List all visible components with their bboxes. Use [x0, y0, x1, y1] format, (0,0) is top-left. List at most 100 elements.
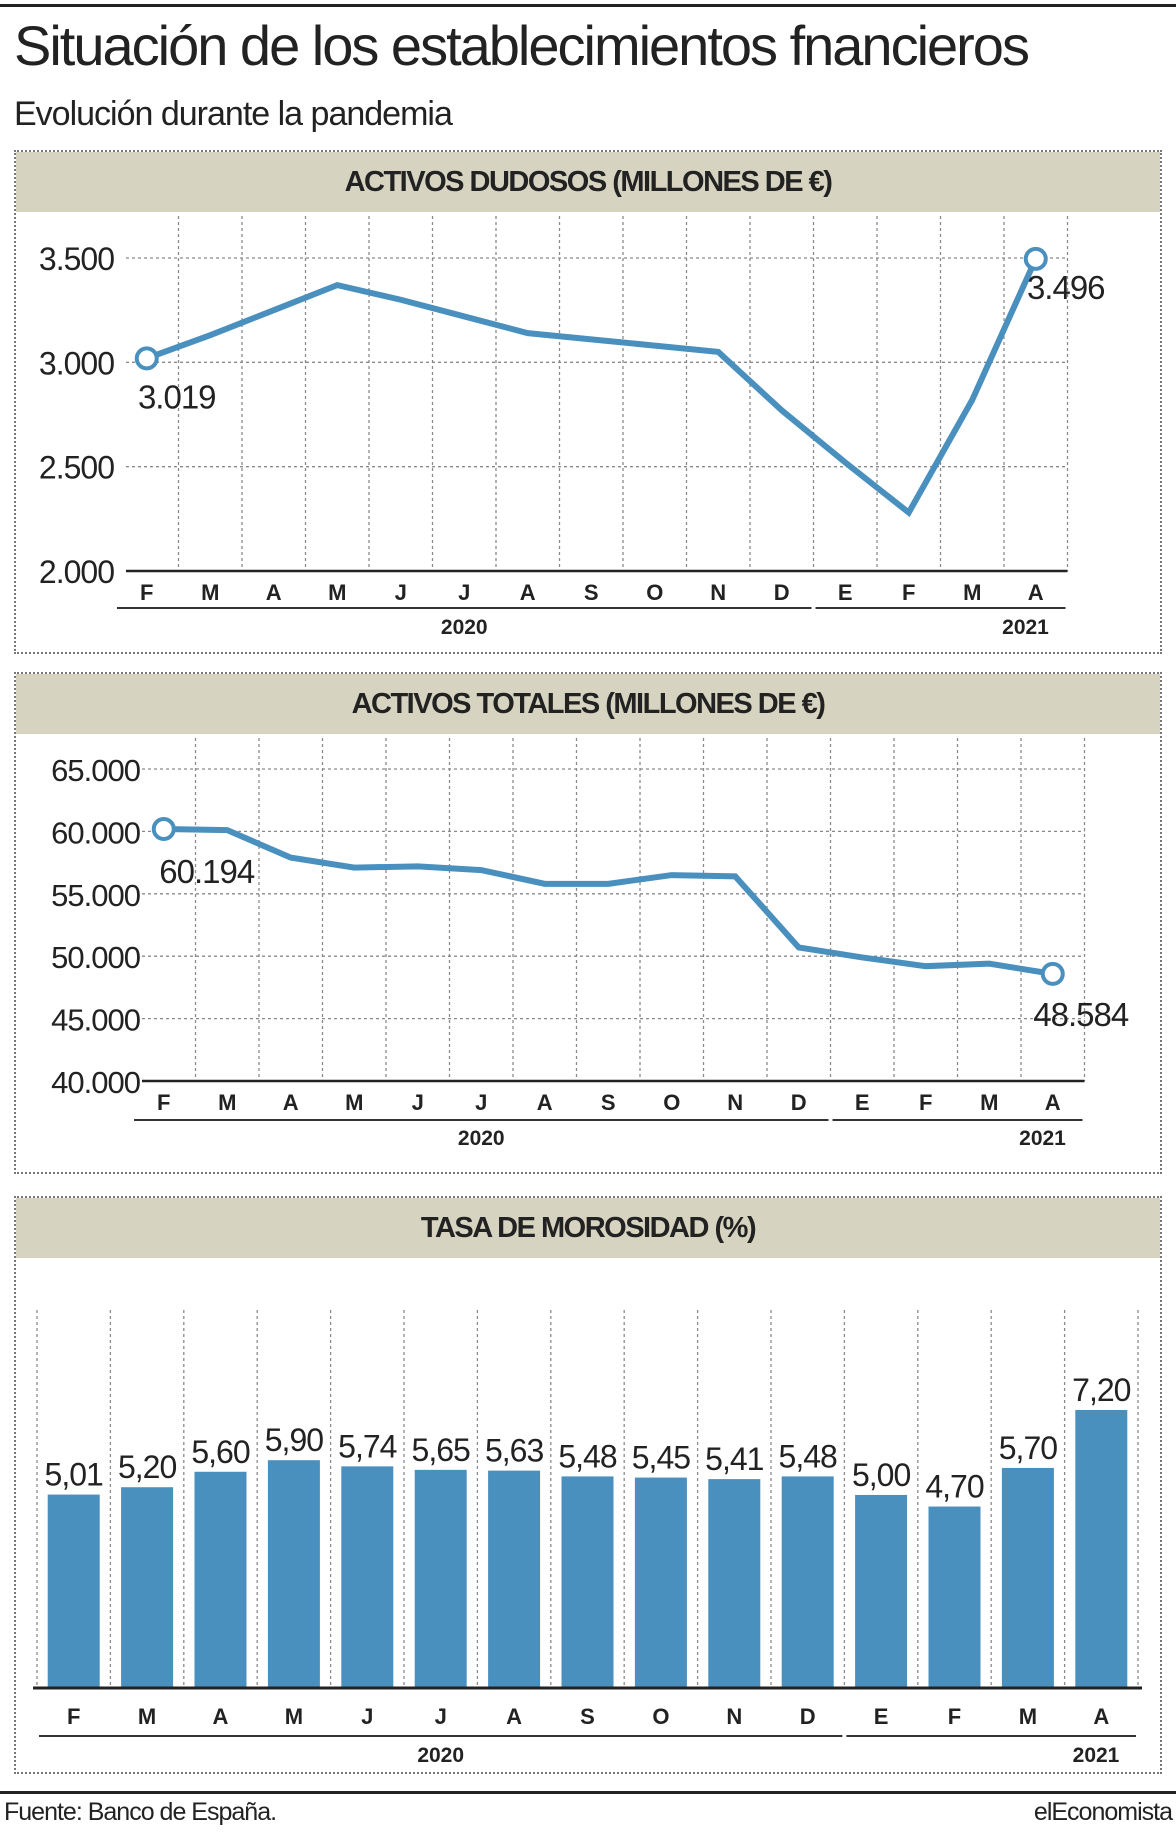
y-tick-label: 45.000 — [51, 1003, 141, 1038]
year-label: 2020 — [441, 616, 488, 639]
chart-panel-tasa-morosidad: TASA DE MOROSIDAD (%) 5,01 5,20 5,60 5,90 5,… — [14, 1196, 1162, 1774]
endpoint-marker — [151, 816, 176, 841]
x-tick-label: A — [1045, 1090, 1061, 1115]
x-tick-label: S — [584, 580, 599, 605]
bar — [194, 1471, 247, 1688]
x-tick-label: M — [138, 1704, 156, 1729]
x-tick-label: M — [345, 1090, 363, 1115]
x-tick-label: E — [855, 1090, 870, 1115]
endpoint-marker — [1040, 961, 1065, 986]
x-tick-label: F — [67, 1704, 80, 1729]
data-label: 3.019 — [138, 378, 216, 415]
bar-chart-tasa-morosidad: 5,01 5,20 5,60 5,90 5,74 5,65 5,63 5,48 5,45 5,41… — [33, 1310, 1142, 1767]
x-tick-label: A — [1093, 1704, 1109, 1729]
bar — [121, 1487, 174, 1688]
data-label: 7,20 — [1072, 1372, 1130, 1408]
chart-panel-activos-totales: ACTIVOS TOTALES (MILLONES DE €) 65.000 60… — [14, 672, 1162, 1174]
x-tick-label: J — [395, 580, 407, 605]
data-label: 5,65 — [412, 1432, 470, 1468]
x-tick-label: F — [919, 1090, 932, 1115]
line-chart-activos-totales: 65.000 60.000 55.000 50.000 45.000 40.000 60.1… — [51, 738, 1130, 1150]
data-label: 5,00 — [852, 1457, 910, 1493]
y-tick-label: 50.000 — [51, 940, 141, 975]
endpoint-marker — [1023, 246, 1048, 271]
x-tick-label: E — [838, 580, 853, 605]
bar — [1075, 1410, 1128, 1688]
brand-logo-text: elEconomista — [1033, 1798, 1173, 1826]
x-tick-label: O — [663, 1090, 680, 1115]
x-tick-label: J — [458, 580, 470, 605]
x-tick-label: A — [266, 580, 282, 605]
x-tick-label: N — [727, 1090, 743, 1115]
year-label: 2021 — [1073, 1744, 1120, 1767]
bar — [561, 1476, 614, 1688]
x-tick-label: O — [646, 580, 663, 605]
year-label: 2020 — [417, 1744, 464, 1767]
data-label: 5,01 — [45, 1457, 103, 1493]
year-label: 2021 — [1019, 1127, 1066, 1150]
x-tick-label: A — [520, 580, 536, 605]
data-label: 4,70 — [925, 1469, 983, 1505]
bar — [928, 1506, 981, 1688]
x-tick-label: O — [652, 1704, 669, 1729]
x-tick-label: E — [874, 1704, 889, 1729]
x-tick-label: M — [285, 1704, 303, 1729]
data-label: 5,48 — [558, 1438, 616, 1474]
x-tick-label: M — [218, 1090, 236, 1115]
data-label: 5,90 — [265, 1422, 323, 1458]
data-label: 5,45 — [632, 1440, 690, 1476]
x-tick-label: S — [601, 1090, 616, 1115]
bar — [341, 1466, 394, 1688]
bar — [634, 1477, 687, 1688]
x-tick-label: S — [580, 1704, 595, 1729]
line-chart-activos-dudosos: 3.500 3.000 2.500 2.000 3.019 3.496 F M A M J J A S O N… — [39, 216, 1106, 639]
bar — [488, 1470, 541, 1688]
footer-rule — [0, 1791, 1176, 1794]
year-label: 2021 — [1002, 616, 1049, 639]
y-tick-label: 65.000 — [51, 753, 141, 788]
y-tick-label: 2.000 — [39, 554, 114, 590]
data-label: 5,70 — [999, 1430, 1057, 1466]
y-tick-label: 2.500 — [39, 450, 114, 486]
x-tick-label: F — [902, 580, 915, 605]
chart-title: TASA DE MOROSIDAD (%) — [16, 1198, 1160, 1258]
x-tick-label: A — [213, 1704, 229, 1729]
bar — [267, 1460, 320, 1688]
data-label: 5,48 — [779, 1438, 837, 1474]
y-tick-label: 40.000 — [51, 1065, 141, 1100]
series-line — [145, 257, 1039, 518]
bar — [855, 1494, 908, 1688]
endpoint-marker — [134, 346, 159, 371]
data-label: 48.584 — [1033, 996, 1129, 1033]
y-tick-label: 55.000 — [51, 878, 141, 913]
data-label: 5,74 — [338, 1428, 396, 1464]
x-tick-label: A — [1028, 580, 1044, 605]
y-tick-label: 3.000 — [39, 345, 114, 381]
chart-title: ACTIVOS TOTALES (MILLONES DE €) — [16, 674, 1160, 734]
x-tick-label: M — [328, 580, 346, 605]
x-tick-label: F — [157, 1090, 170, 1115]
x-tick-label: A — [283, 1090, 299, 1115]
data-label: 60.194 — [159, 853, 255, 890]
x-tick-label: F — [948, 1704, 961, 1729]
x-tick-label: D — [800, 1704, 816, 1729]
x-tick-label: A — [506, 1704, 522, 1729]
x-tick-label: J — [361, 1704, 373, 1729]
x-tick-label: M — [201, 580, 219, 605]
data-label: 5,20 — [118, 1449, 176, 1485]
bar — [781, 1476, 834, 1688]
x-tick-label: M — [980, 1090, 998, 1115]
x-tick-label: N — [726, 1704, 742, 1729]
x-tick-label: F — [140, 580, 153, 605]
y-tick-label: 60.000 — [51, 815, 141, 850]
data-label: 5,63 — [485, 1433, 543, 1469]
x-tick-label: D — [791, 1090, 807, 1115]
x-tick-label: A — [537, 1090, 553, 1115]
bar — [414, 1469, 467, 1688]
series-line — [163, 825, 1054, 977]
x-tick-label: J — [475, 1090, 487, 1115]
x-tick-label: N — [710, 580, 726, 605]
bar — [708, 1479, 761, 1688]
chart-title: ACTIVOS DUDOSOS (MILLONES DE €) — [16, 152, 1160, 212]
x-tick-label: M — [1019, 1704, 1037, 1729]
